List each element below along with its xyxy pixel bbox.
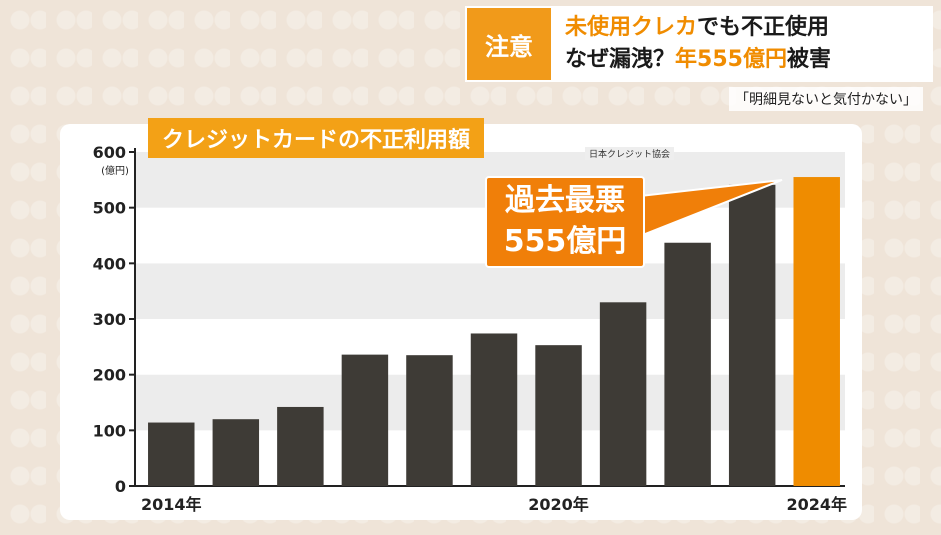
y-tick-label: 500: [93, 199, 126, 218]
bar-2017: [342, 355, 388, 486]
x-tick-label: 2020年: [528, 495, 589, 514]
y-tick-label: 300: [93, 310, 126, 329]
bar-2020: [535, 345, 581, 486]
bar-2024: [793, 177, 839, 486]
y-tick-label: 100: [93, 421, 126, 440]
bar-2021: [600, 302, 646, 486]
bar-2014: [148, 423, 194, 486]
bar-2015: [213, 419, 259, 486]
bar-2023: [729, 185, 775, 486]
callout-line2: 555億円: [487, 222, 643, 262]
source-label: 日本クレジット協会: [585, 147, 674, 160]
y-tick-label: 400: [93, 254, 126, 273]
y-tick-label: 200: [93, 366, 126, 385]
bar-2022: [664, 243, 710, 486]
bar-2016: [277, 407, 323, 486]
record-callout: 過去最悪 555億円: [485, 176, 645, 268]
y-tick-label: 0: [115, 477, 126, 496]
callout-line1: 過去最悪: [487, 180, 643, 222]
bar-2018: [406, 355, 452, 486]
x-tick-label: 2024年: [786, 495, 847, 514]
bar-2019: [471, 333, 517, 486]
x-tick-label: 2014年: [141, 495, 202, 514]
chart-title: クレジットカードの不正利用額: [148, 118, 484, 158]
y-tick-label: 600: [93, 143, 126, 162]
y-axis-unit: (億円): [101, 164, 129, 177]
